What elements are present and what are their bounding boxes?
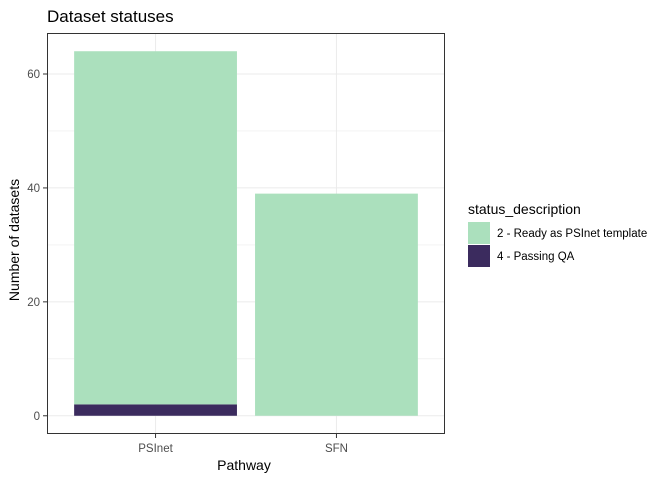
legend-title: status_description: [468, 201, 581, 217]
x-axis-title: Pathway: [217, 457, 271, 473]
y-tick-label: 40: [27, 183, 40, 195]
bars: [74, 51, 418, 416]
legend-label: 2 - Ready as PSInet template: [497, 228, 647, 240]
panel-border: [47, 33, 445, 434]
y-axis-ticks: 0 20 40 60: [27, 69, 47, 423]
legend: status_description 2 - Ready as PSInet t…: [468, 201, 647, 267]
y-tick-label: 60: [27, 69, 40, 81]
y-axis-title: Number of datasets: [6, 179, 22, 301]
y-tick-label: 0: [34, 411, 40, 423]
x-tick-label: PSInet: [138, 443, 173, 455]
chart-title: Dataset statuses: [47, 7, 174, 26]
bar-sfn-2: [255, 193, 418, 416]
legend-key: [468, 245, 490, 267]
x-axis-ticks: PSInet SFN: [138, 434, 348, 455]
legend-key: [468, 222, 490, 244]
x-tick-label: SFN: [325, 443, 348, 455]
legend-label: 4 - Passing QA: [497, 251, 575, 263]
bar-psinet-2: [74, 51, 237, 405]
y-tick-label: 20: [27, 297, 40, 309]
bar-psinet-4: [74, 404, 237, 416]
